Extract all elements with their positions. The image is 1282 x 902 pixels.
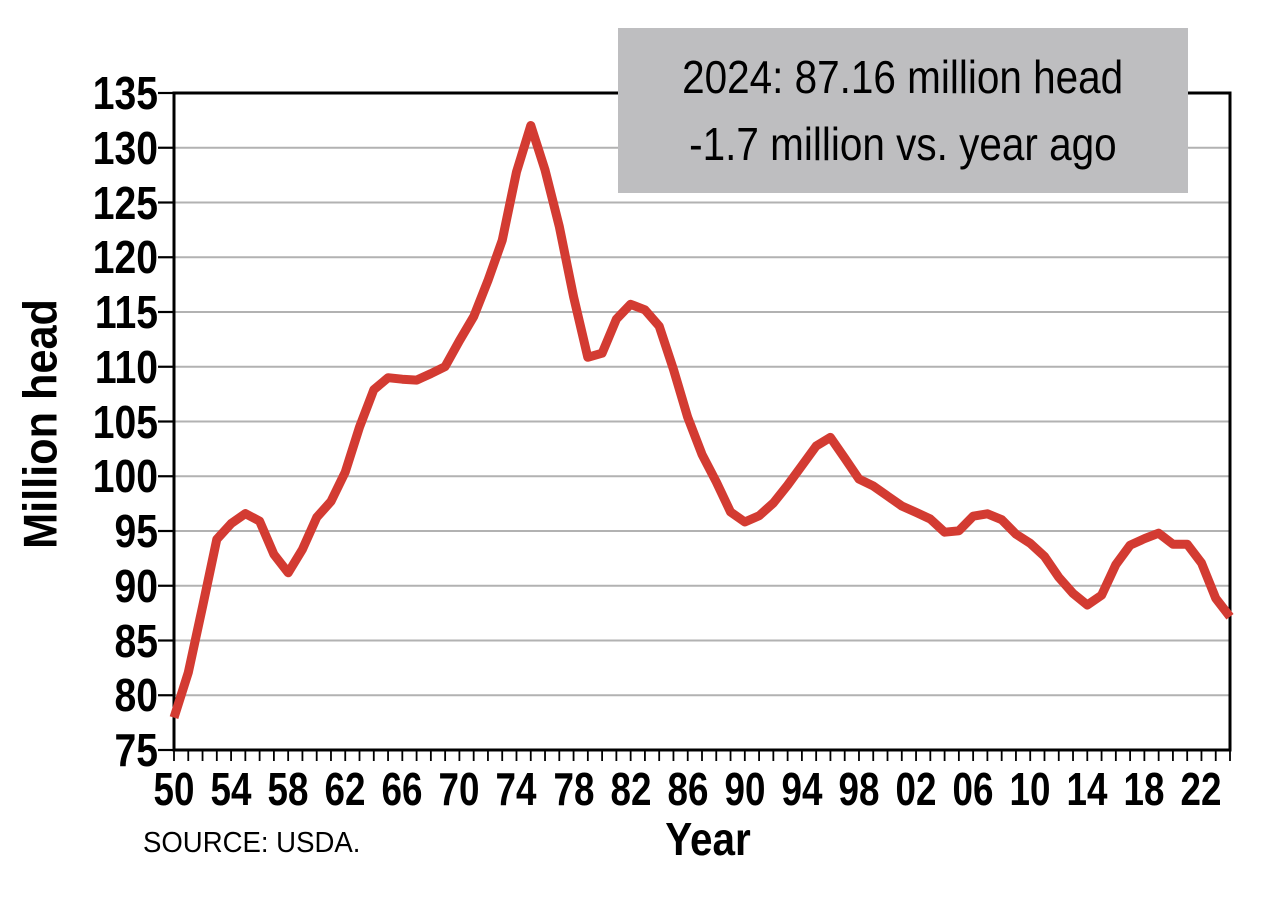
annotation-line-2: -1.7 million vs. year ago [689,117,1117,170]
y-axis-title: Million head [13,299,67,549]
x-axis-title: Year [665,813,751,865]
cattle-inventory-series-line [169,121,1234,719]
annotation-line-1: 2024: 87.16 million head [682,50,1124,103]
source-note: SOURCE: USDA. [143,827,361,859]
annotation-box: 2024: 87.16 million head -1.7 million vs… [618,28,1188,193]
